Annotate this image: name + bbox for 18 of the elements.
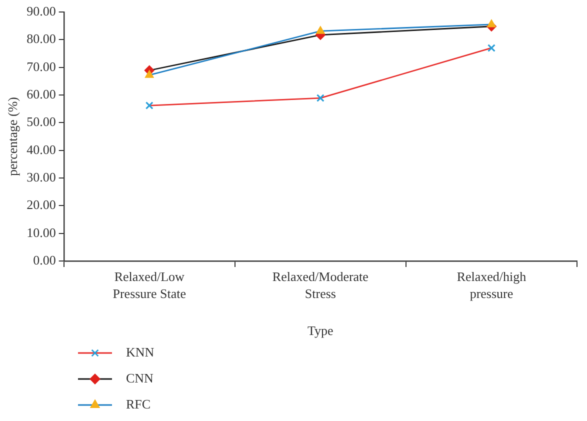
legend-label: KNN bbox=[126, 344, 155, 360]
x-tick-label: Relaxed/Moderate Stress bbox=[272, 268, 369, 301]
y-tick-label: 70.00 bbox=[26, 58, 56, 74]
legend-label: RFC bbox=[126, 396, 151, 412]
x-tick-label: Relaxed/high pressure bbox=[456, 268, 527, 301]
x-axis-title: Type bbox=[308, 322, 334, 338]
y-tick-label: 60.00 bbox=[26, 86, 56, 102]
y-tick-label: 10.00 bbox=[26, 224, 56, 240]
y-axis-title: percentage (%) bbox=[5, 96, 20, 176]
y-tick-label: 0.00 bbox=[33, 252, 56, 268]
y-tick-label: 50.00 bbox=[26, 114, 56, 130]
legend-label: CNN bbox=[126, 370, 154, 386]
y-tick-label: 20.00 bbox=[26, 197, 56, 212]
y-tick-label: 40.00 bbox=[26, 142, 56, 157]
x-tick-label: Relaxed/Low Pressure State bbox=[112, 268, 186, 301]
y-tick-label: 30.00 bbox=[26, 169, 56, 184]
y-tick-label: 90.00 bbox=[26, 3, 56, 18]
y-tick-label: 80.00 bbox=[26, 31, 56, 46]
